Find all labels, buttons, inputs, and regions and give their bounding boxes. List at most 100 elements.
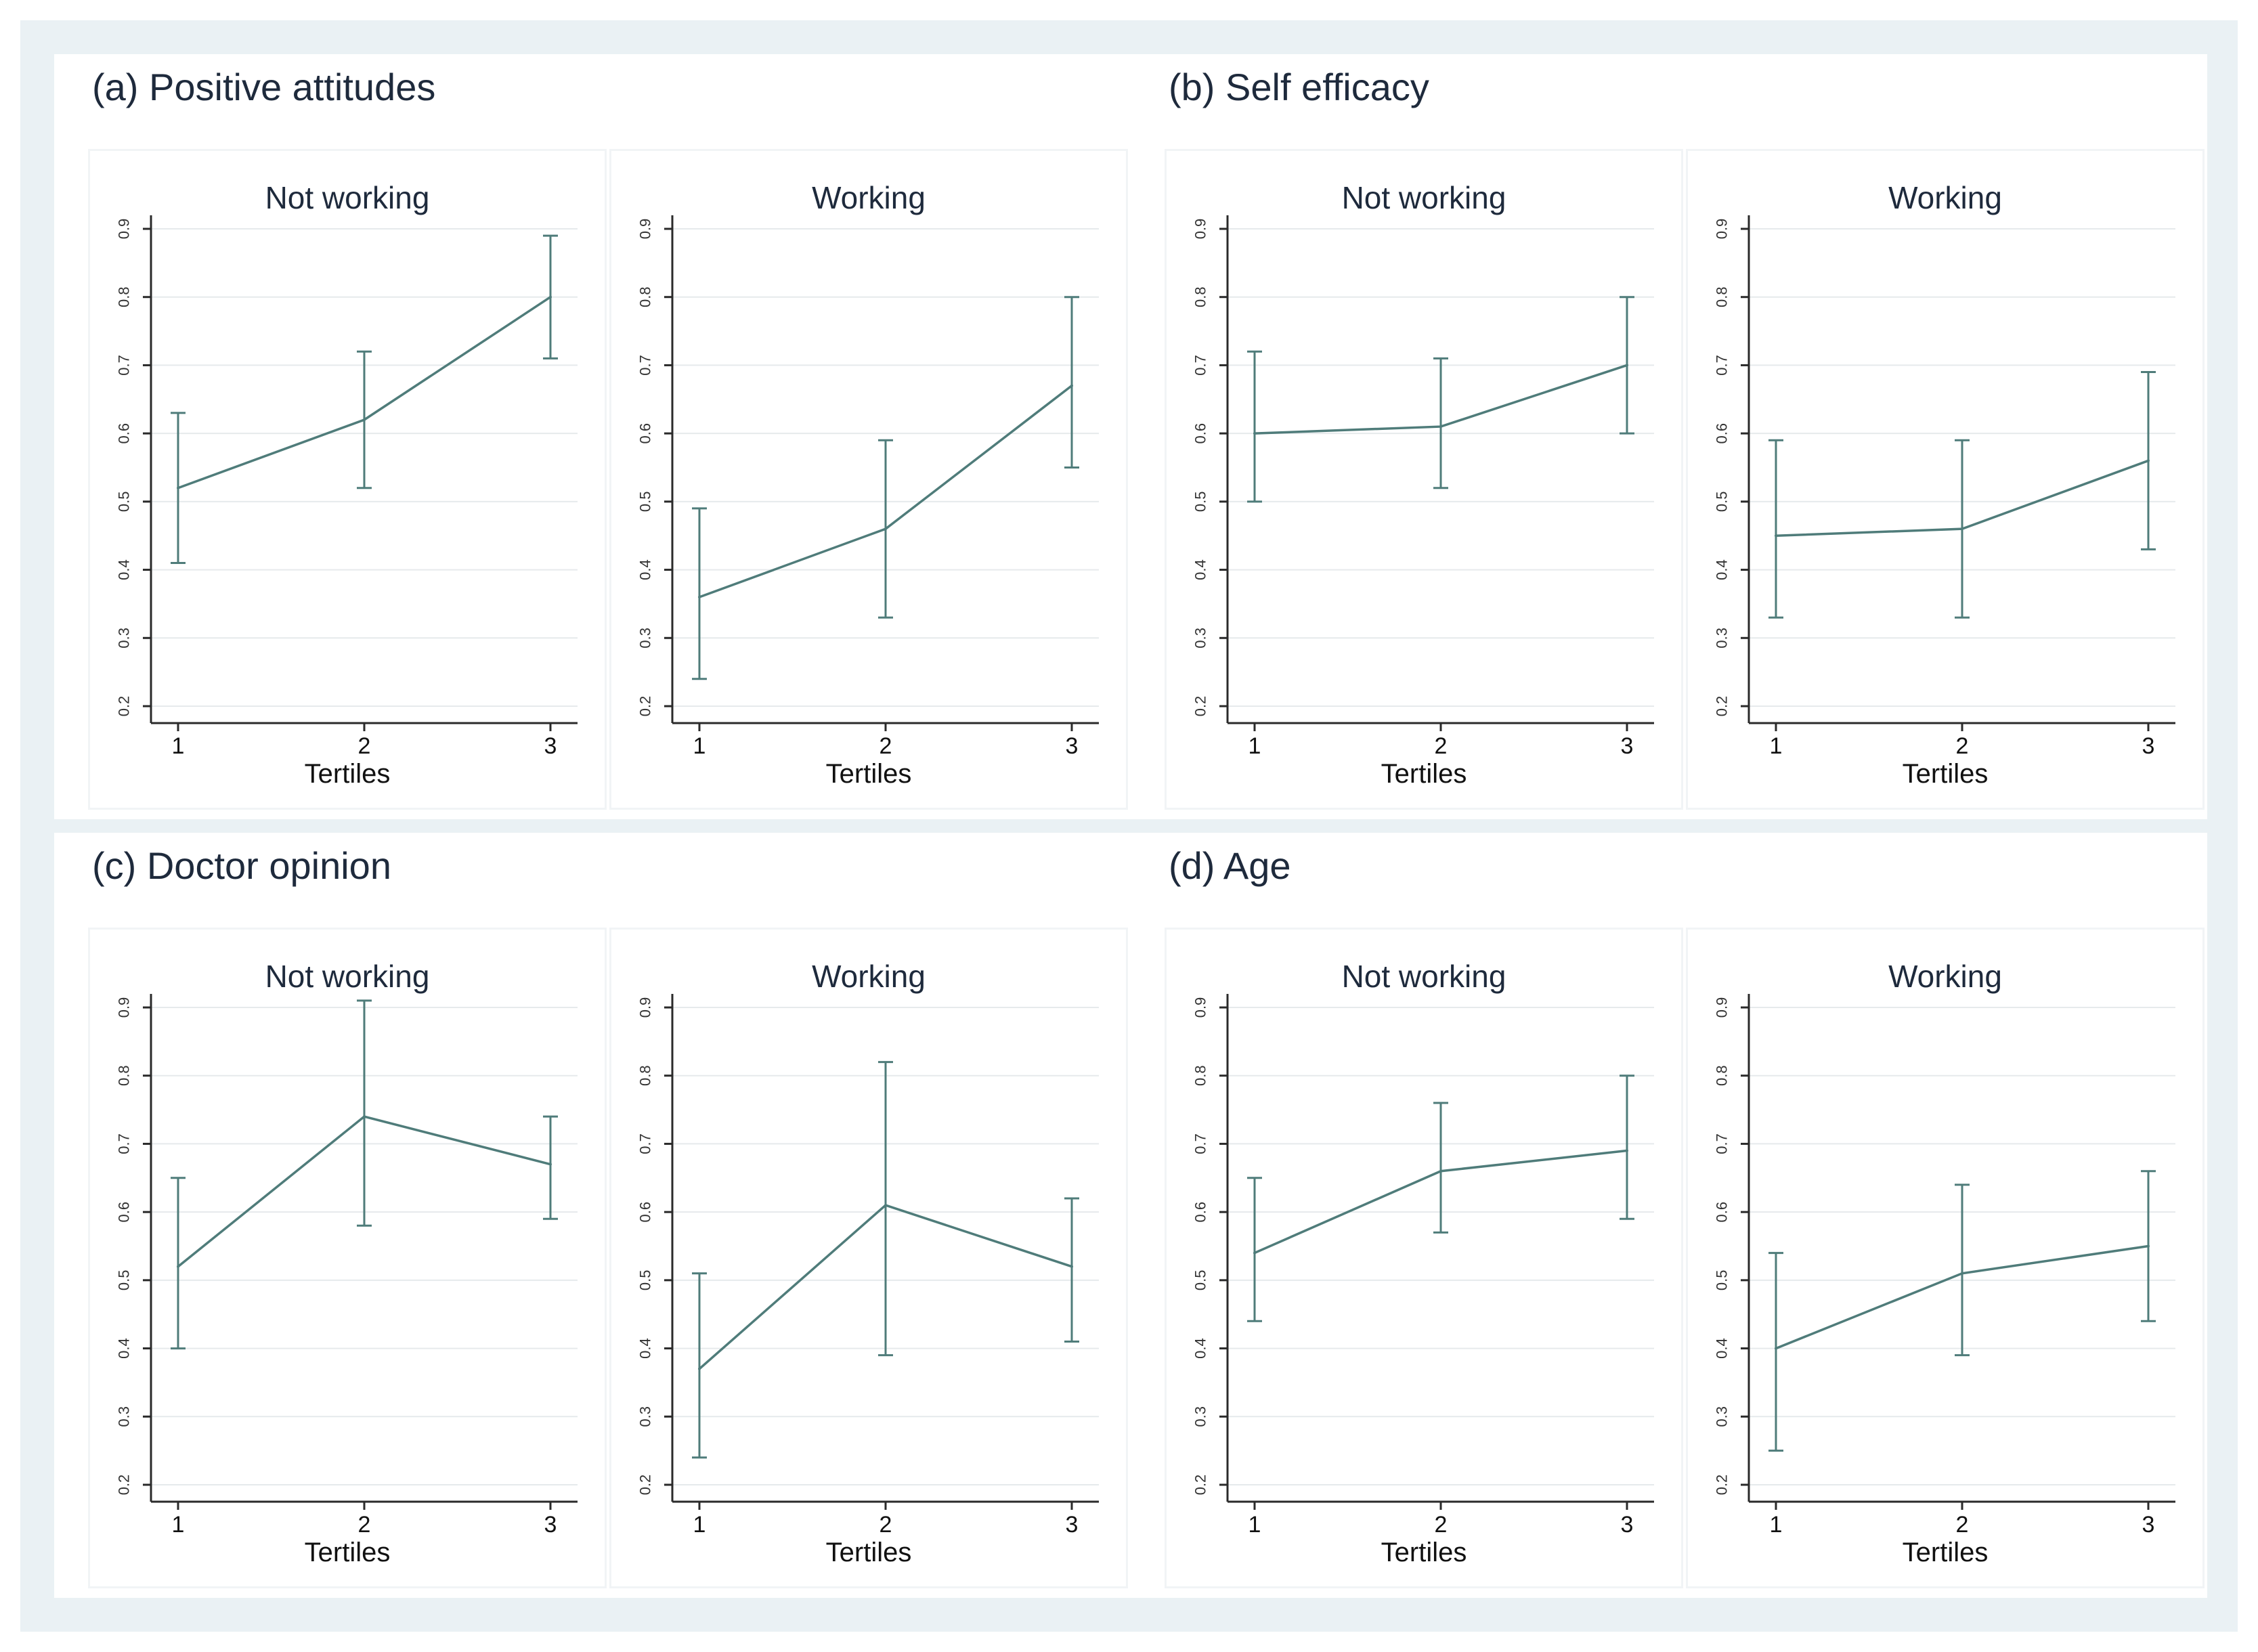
x-tick-label: 3	[2142, 733, 2155, 759]
data-point	[2147, 1244, 2150, 1248]
x-tick-label: 3	[1621, 1512, 1634, 1538]
y-tick-label: 0.5	[637, 1270, 654, 1291]
y-tick-label: 0.7	[1192, 355, 1209, 376]
subplot-title: Working	[1888, 959, 2002, 994]
data-point	[1775, 1347, 1777, 1350]
y-tick-label: 0.2	[637, 1475, 654, 1496]
y-tick-label: 0.5	[1714, 492, 1731, 513]
y-tick-label: 0.4	[637, 1338, 654, 1359]
x-tick-label: 1	[172, 733, 185, 759]
subplot-working: Working 0.2 0.3 0.4 0.5 0.6 0.7 0.8 0.9 1 2 3 Tert…	[609, 928, 1128, 1588]
y-tick-label: 0.8	[116, 1065, 133, 1086]
panel-self-efficacy: (b) Self efficacy Not working 0.2 0.3 0.4 0…	[1131, 54, 2207, 819]
panel-title: (b) Self efficacy	[1169, 66, 1429, 108]
x-axis-label: Tertiles	[1902, 759, 1989, 789]
y-tick-label: 0.2	[637, 696, 654, 717]
figure: (a) Positive attitudes Not working 0.2 0.…	[20, 20, 2238, 1632]
data-point	[1070, 1265, 1073, 1268]
y-tick-label: 0.9	[116, 219, 133, 240]
chart-area: 0.2 0.3 0.4 0.5 0.6 0.7 0.8 0.9 1 2 3	[637, 215, 1099, 759]
x-tick-label: 2	[1956, 1512, 1969, 1538]
data-point	[1775, 534, 1777, 538]
y-tick-label: 0.7	[1714, 1133, 1731, 1154]
y-tick-label: 0.5	[1714, 1270, 1731, 1291]
y-tick-label: 0.7	[637, 1133, 654, 1154]
y-tick-label: 0.7	[1192, 1133, 1209, 1154]
y-tick-label: 0.8	[1714, 286, 1731, 307]
y-tick-label: 0.6	[116, 1202, 133, 1223]
data-point	[549, 1162, 552, 1166]
x-tick-label: 3	[1066, 1512, 1079, 1538]
subplot-title: Working	[1888, 180, 2002, 215]
data-point	[2147, 459, 2150, 462]
panel-title: (c) Doctor opinion	[92, 844, 391, 887]
x-axis-label: Tertiles	[825, 759, 912, 789]
chart-area: 0.2 0.3 0.4 0.5 0.6 0.7 0.8 0.9 1 2 3	[1192, 215, 1654, 759]
y-tick-label: 0.4	[637, 559, 654, 580]
x-tick-label: 1	[172, 1512, 185, 1538]
y-tick-label: 0.8	[1714, 1065, 1731, 1086]
y-tick-label: 0.9	[637, 219, 654, 240]
y-tick-label: 0.6	[1192, 423, 1209, 444]
x-tick-label: 2	[1435, 733, 1448, 759]
y-tick-label: 0.2	[116, 696, 133, 717]
data-point	[1626, 364, 1628, 367]
y-tick-label: 0.3	[1714, 628, 1731, 649]
panel-positive-attitudes: (a) Positive attitudes Not working 0.2 0.…	[54, 54, 1137, 819]
subplot-working: Working 0.2 0.3 0.4 0.5 0.6 0.7 0.8 0.9 1 2 3 Tert…	[609, 149, 1128, 810]
y-tick-label: 0.3	[1192, 1406, 1209, 1427]
subplot-title: Not working	[1341, 180, 1506, 215]
y-tick-label: 0.4	[1192, 1338, 1209, 1359]
x-tick-label: 1	[1249, 1512, 1261, 1538]
y-tick-label: 0.2	[1714, 696, 1731, 717]
data-point	[363, 418, 366, 421]
y-tick-label: 0.6	[116, 423, 133, 444]
y-tick-label: 0.3	[116, 1406, 133, 1427]
x-tick-label: 3	[544, 733, 557, 759]
x-axis-label: Tertiles	[304, 759, 391, 789]
y-tick-label: 0.5	[637, 492, 654, 513]
y-tick-label: 0.3	[1192, 628, 1209, 649]
y-tick-label: 0.6	[1714, 1202, 1731, 1223]
subplot-title: Working	[812, 180, 926, 215]
y-tick-label: 0.2	[116, 1475, 133, 1496]
x-tick-label: 1	[1770, 733, 1783, 759]
data-point	[177, 486, 179, 490]
y-tick-label: 0.8	[637, 1065, 654, 1086]
x-tick-label: 3	[1066, 733, 1079, 759]
subplot-working: Working 0.2 0.3 0.4 0.5 0.6 0.7 0.8 0.9 1 2 3 Tert…	[1686, 149, 2205, 810]
data-point	[177, 1265, 179, 1268]
data-point	[1070, 384, 1073, 387]
y-tick-label: 0.5	[116, 492, 133, 513]
y-tick-label: 0.4	[116, 1338, 133, 1359]
data-point	[698, 1367, 701, 1370]
y-tick-label: 0.9	[1192, 219, 1209, 240]
x-tick-label: 3	[544, 1512, 557, 1538]
subplot-not-working: Not working 0.2 0.3 0.4 0.5 0.6 0.7 0.8 0.9 1 2 3 …	[1165, 928, 1683, 1588]
data-point	[1439, 425, 1442, 429]
panel-title: (a) Positive attitudes	[92, 66, 436, 108]
y-tick-label: 0.6	[637, 1202, 654, 1223]
y-tick-label: 0.7	[116, 1133, 133, 1154]
data-point	[698, 595, 701, 599]
y-tick-label: 0.7	[1714, 355, 1731, 376]
y-tick-label: 0.4	[1714, 1338, 1731, 1359]
y-tick-label: 0.2	[1192, 696, 1209, 717]
chart-area: 0.2 0.3 0.4 0.5 0.6 0.7 0.8 0.9 1 2 3	[116, 994, 578, 1538]
subplot-title: Not working	[265, 959, 430, 994]
x-tick-label: 1	[693, 733, 706, 759]
subplot-title: Not working	[265, 180, 430, 215]
x-axis-label: Tertiles	[1381, 1538, 1467, 1567]
data-point	[1253, 432, 1256, 435]
chart-area: 0.2 0.3 0.4 0.5 0.6 0.7 0.8 0.9 1 2 3	[1714, 994, 2175, 1538]
y-tick-label: 0.9	[637, 997, 654, 1018]
y-tick-label: 0.2	[1714, 1475, 1731, 1496]
subplot-not-working: Not working 0.2 0.3 0.4 0.5 0.6 0.7 0.8 0.9 1 2 3 …	[1165, 149, 1683, 810]
x-tick-label: 2	[358, 1512, 371, 1538]
y-tick-label: 0.8	[116, 286, 133, 307]
y-tick-label: 0.7	[637, 355, 654, 376]
subplot-not-working: Not working 0.2 0.3 0.4 0.5 0.6 0.7 0.8 0.9 1 2 3 …	[88, 928, 607, 1588]
x-axis-label: Tertiles	[1902, 1538, 1989, 1567]
y-tick-label: 0.6	[1714, 423, 1731, 444]
data-point	[1961, 1271, 1963, 1275]
